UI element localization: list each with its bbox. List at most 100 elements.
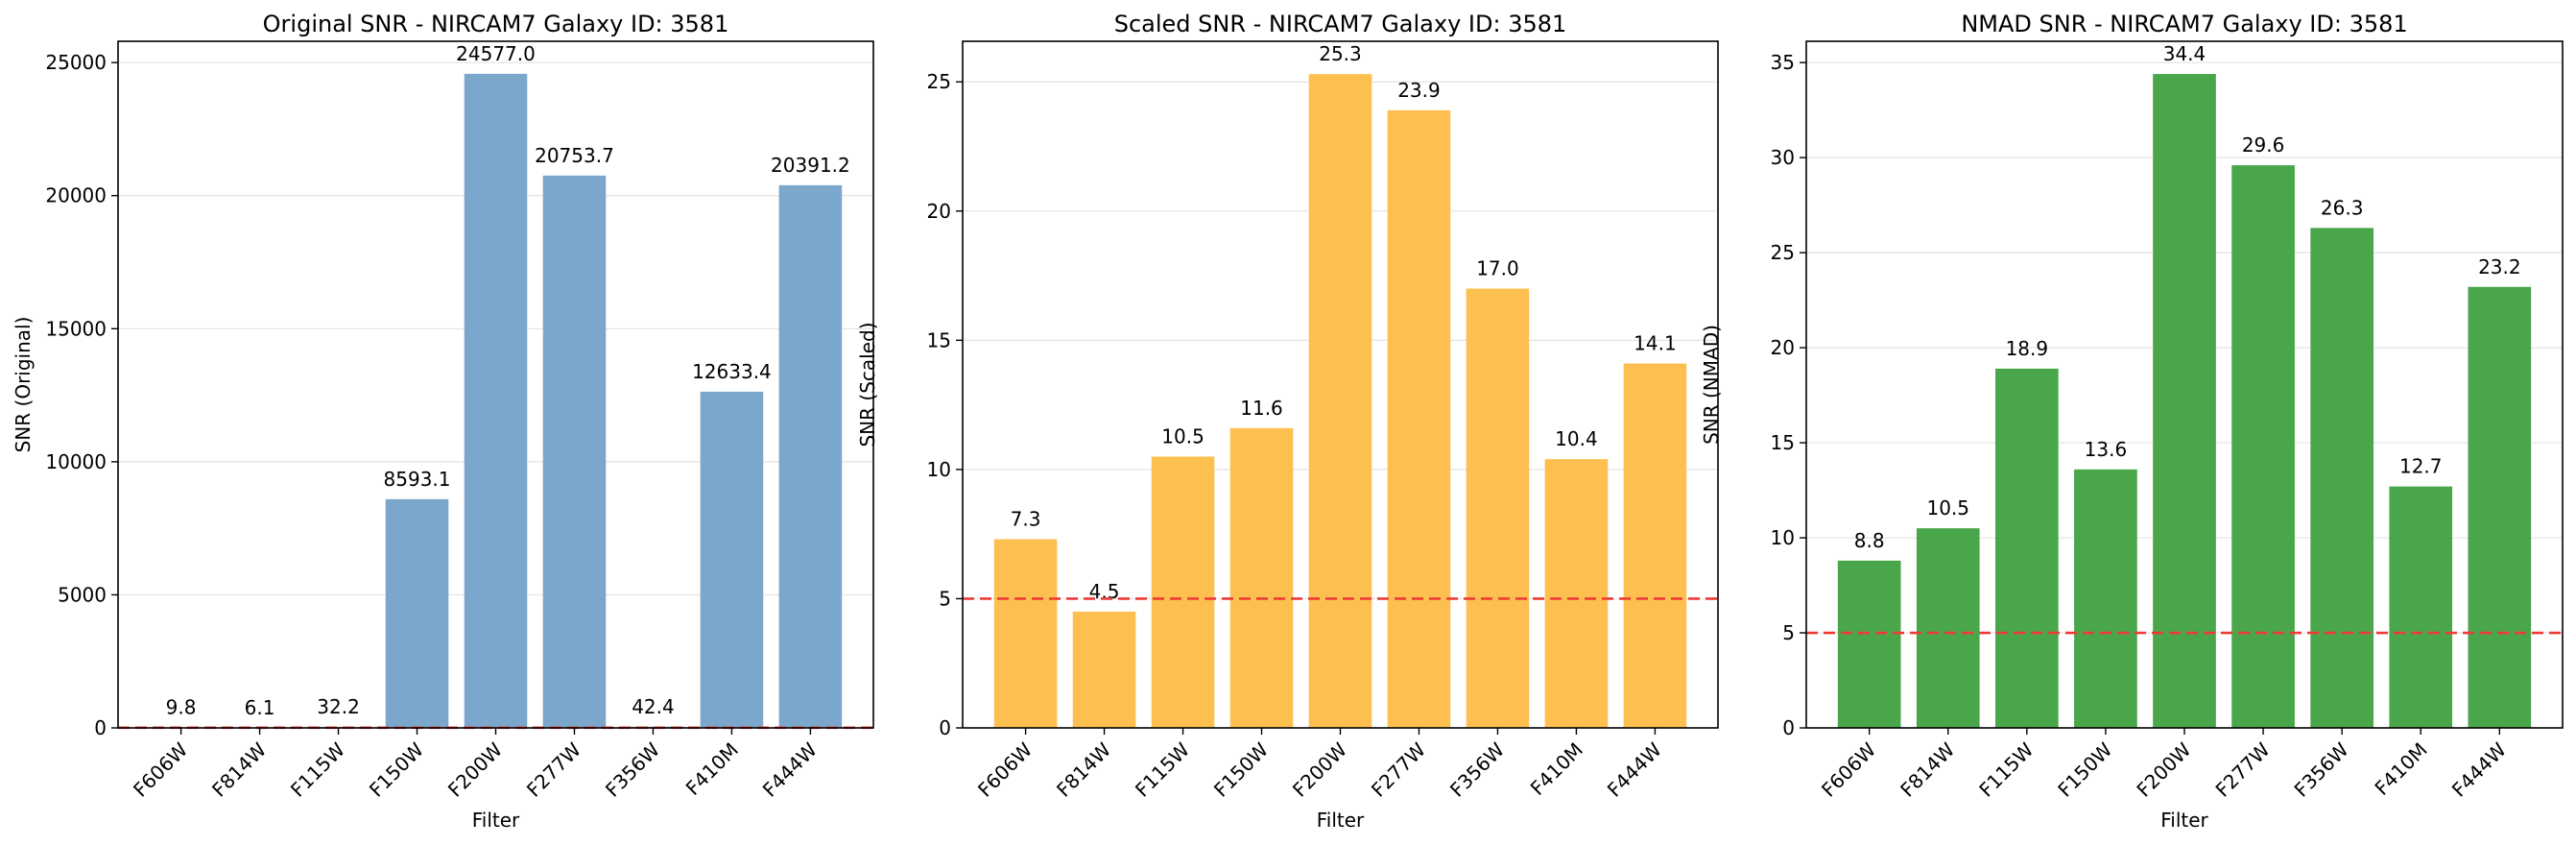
chart-1-ytick-label: 25000 — [45, 51, 107, 74]
chart-3-value-label: 34.4 — [2163, 42, 2206, 65]
chart-1: 9.8 6.1 32.2 8593.1 24577.0 20753.7 42.4 12633.… — [12, 11, 874, 832]
chart-3-xtick-label: F356W — [2290, 737, 2353, 801]
chart-1-ytick-label: 10000 — [45, 450, 107, 473]
chart-3-ylabel: SNR (NMAD) — [1700, 325, 1723, 445]
chart-3-xtick-label: F200W — [2132, 737, 2195, 801]
chart-2-bar-F200W — [1308, 74, 1372, 728]
chart-1-bar-F277W — [542, 175, 607, 729]
chart-3-ytick-label: 5 — [1782, 621, 1795, 644]
chart-2: 7.34.510.511.625.323.917.010.414.1051015… — [856, 11, 1719, 832]
chart-2-value-label: 10.4 — [1555, 427, 1598, 450]
chart-3-xtick-label: F814W — [1896, 737, 1959, 801]
chart-1-value-label: 42.4 — [632, 695, 675, 718]
chart-1-value-label: 32.2 — [317, 695, 360, 718]
chart-2-xtick-label: F115W — [1131, 737, 1194, 801]
chart-1-xtick-label: F410M — [681, 738, 743, 800]
chart-2-ytick-label: 20 — [927, 200, 951, 223]
chart-3-bar-F115W — [1995, 368, 2059, 728]
chart-3-value-label: 12.7 — [2399, 455, 2443, 478]
chart-1-bar-F410M — [700, 391, 764, 728]
chart-3-bar-F277W — [2231, 165, 2295, 729]
chart-2-bar-F150W — [1229, 427, 1294, 728]
chart-1-xtick-label: F277W — [522, 737, 585, 801]
chart-2-value-label: 17.0 — [1476, 257, 1519, 280]
chart-2-title: Scaled SNR - NIRCAM7 Galaxy ID: 3581 — [1114, 11, 1567, 37]
chart-1-xtick-label: F606W — [129, 737, 192, 801]
chart-3-bar-F150W — [2074, 469, 2137, 728]
chart-1-value-label: 20753.7 — [535, 144, 614, 167]
chart-2-xtick-label: F200W — [1288, 737, 1351, 801]
chart-3-ytick-label: 30 — [1771, 146, 1795, 169]
chart-2-value-label: 25.3 — [1319, 42, 1362, 65]
chart-1-xtick-label: F115W — [286, 737, 349, 801]
chart-3-xtick-label: F115W — [1974, 737, 2038, 801]
chart-3-ytick-label: 10 — [1771, 526, 1795, 549]
chart-3-value-label: 10.5 — [1926, 496, 1969, 520]
chart-3: 8.8 10.5 18.9 13.6 34.4 29.6 26.3 12.7 23.2 0 5 10 1… — [1700, 11, 2564, 832]
chart-1-xlabel: Filter — [472, 809, 520, 832]
chart-1-value-label: 12633.4 — [692, 360, 772, 383]
chart-1-ytick-label: 15000 — [45, 317, 107, 340]
chart-2-bar-F444W — [1623, 363, 1687, 728]
chart-2-bar-F277W — [1387, 109, 1451, 728]
chart-2-ytick-label: 25 — [927, 70, 951, 93]
chart-3-xtick-label: F150W — [2053, 737, 2116, 801]
chart-2-xtick-label: F606W — [973, 737, 1037, 801]
chart-2-xtick-label: F277W — [1367, 737, 1430, 801]
chart-2-value-label: 10.5 — [1161, 424, 1205, 447]
chart-1-xtick-label: F150W — [365, 737, 428, 801]
chart-1-ylabel: SNR (Original) — [12, 317, 35, 453]
chart-1-bar-F150W — [385, 498, 449, 728]
chart-1-bar-F444W — [778, 184, 843, 729]
chart-2-value-label: 14.1 — [1634, 332, 1677, 355]
chart-1-xtick-label: F814W — [207, 737, 271, 801]
chart-3-value-label: 26.3 — [2321, 196, 2364, 219]
chart-3-value-label: 18.9 — [2006, 337, 2049, 360]
chart-2-value-label: 11.6 — [1240, 397, 1283, 420]
chart-2-ylabel: SNR (Scaled) — [856, 322, 879, 447]
chart-3-ytick-label: 20 — [1771, 336, 1795, 359]
chart-1-xtick-label: F356W — [601, 737, 664, 801]
chart-3-bar-F606W — [1837, 560, 1901, 728]
chart-3-bar-F444W — [2468, 286, 2532, 728]
chart-3-ytick-label: 0 — [1782, 716, 1795, 739]
chart-3-xlabel: Filter — [2160, 809, 2208, 832]
chart-3-bar-F410M — [2389, 486, 2453, 728]
chart-3-xtick-label: F410M — [2370, 738, 2431, 800]
chart-1-value-label: 8593.1 — [384, 468, 451, 491]
chart-1-xtick-label: F200W — [443, 737, 507, 801]
chart-3-value-label: 8.8 — [1854, 529, 1885, 552]
chart-1-value-label: 24577.0 — [456, 42, 536, 65]
chart-2-xtick-label: F814W — [1052, 737, 1115, 801]
chart-1-xtick-label: F444W — [758, 737, 822, 801]
chart-2-bar-F814W — [1072, 611, 1136, 728]
chart-3-bar-F814W — [1916, 528, 1980, 728]
chart-2-ytick-label: 0 — [939, 716, 951, 739]
chart-2-ytick-label: 15 — [927, 328, 951, 351]
chart-2-value-label: 23.9 — [1397, 79, 1441, 102]
chart-2-bar-F410M — [1544, 459, 1609, 728]
chart-1-value-label: 9.8 — [166, 696, 197, 719]
chart-1-value-label: 20391.2 — [771, 154, 850, 177]
chart-3-title: NMAD SNR - NIRCAM7 Galaxy ID: 3581 — [1961, 11, 2407, 37]
chart-3-ytick-label: 35 — [1771, 51, 1795, 74]
chart-2-ytick-label: 5 — [939, 587, 951, 610]
chart-1-bar-F200W — [464, 73, 528, 729]
chart-2-bar-F356W — [1466, 288, 1530, 728]
chart-3-value-label: 13.6 — [2085, 438, 2128, 461]
chart-2-ytick-label: 10 — [927, 458, 951, 481]
chart-1-ytick-label: 5000 — [58, 583, 107, 606]
chart-3-value-label: 29.6 — [2242, 133, 2285, 157]
chart-3-xtick-label: F277W — [2211, 737, 2275, 801]
chart-2-value-label: 7.3 — [1011, 508, 1041, 531]
chart-2-xtick-label: F150W — [1209, 737, 1273, 801]
chart-1-title: Original SNR - NIRCAM7 Galaxy ID: 3581 — [263, 11, 729, 37]
chart-2-bar-F115W — [1151, 456, 1215, 728]
chart-1-ytick-label: 0 — [94, 716, 107, 739]
chart-1-ytick-label: 20000 — [45, 184, 107, 207]
chart-2-bar-F606W — [993, 539, 1058, 728]
chart-2-xtick-label: F356W — [1445, 737, 1509, 801]
chart-3-xtick-label: F444W — [2447, 737, 2511, 801]
chart-3-xtick-label: F606W — [1817, 737, 1880, 801]
